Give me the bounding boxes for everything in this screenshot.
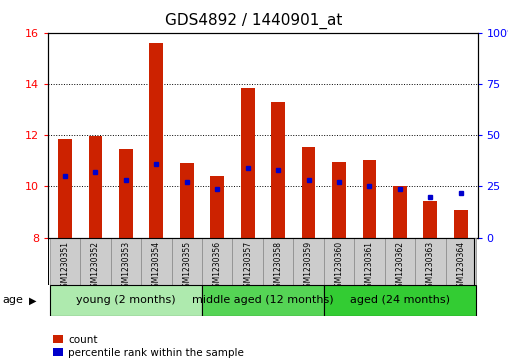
Text: age: age bbox=[3, 295, 23, 305]
Bar bbox=[363, 160, 376, 238]
Bar bbox=[172, 238, 202, 285]
Bar bbox=[454, 209, 468, 238]
Bar bbox=[385, 238, 415, 285]
Text: GSM1230361: GSM1230361 bbox=[365, 241, 374, 292]
Text: GDS4892 / 1440901_at: GDS4892 / 1440901_at bbox=[165, 13, 343, 29]
Text: young (2 months): young (2 months) bbox=[76, 295, 176, 305]
Bar bbox=[293, 238, 324, 285]
Text: ▶: ▶ bbox=[29, 295, 37, 305]
Bar bbox=[324, 238, 354, 285]
Bar bbox=[446, 238, 476, 285]
Text: GSM1230358: GSM1230358 bbox=[274, 241, 282, 292]
Bar bbox=[111, 238, 141, 285]
Text: GSM1230355: GSM1230355 bbox=[182, 241, 192, 292]
Legend: count, percentile rank within the sample: count, percentile rank within the sample bbox=[53, 335, 244, 358]
Bar bbox=[263, 238, 293, 285]
Text: GSM1230360: GSM1230360 bbox=[334, 241, 343, 292]
Bar bbox=[415, 238, 446, 285]
Bar bbox=[241, 88, 255, 238]
Bar bbox=[202, 285, 324, 316]
Bar bbox=[119, 149, 133, 238]
Bar bbox=[271, 102, 285, 238]
Bar bbox=[393, 187, 407, 238]
Bar bbox=[202, 238, 233, 285]
Bar bbox=[210, 176, 224, 238]
Text: aged (24 months): aged (24 months) bbox=[350, 295, 450, 305]
Bar bbox=[324, 285, 476, 316]
Bar bbox=[424, 201, 437, 238]
Bar bbox=[149, 43, 163, 238]
Bar bbox=[50, 238, 80, 285]
Text: GSM1230363: GSM1230363 bbox=[426, 241, 435, 292]
Bar bbox=[180, 163, 194, 238]
Text: GSM1230364: GSM1230364 bbox=[456, 241, 465, 292]
Bar bbox=[80, 238, 111, 285]
Text: GSM1230352: GSM1230352 bbox=[91, 241, 100, 292]
Text: GSM1230356: GSM1230356 bbox=[213, 241, 221, 292]
Text: GSM1230353: GSM1230353 bbox=[121, 241, 131, 292]
Bar bbox=[88, 136, 102, 238]
Text: GSM1230359: GSM1230359 bbox=[304, 241, 313, 292]
Text: GSM1230362: GSM1230362 bbox=[395, 241, 404, 292]
Bar bbox=[302, 147, 315, 238]
Bar bbox=[354, 238, 385, 285]
Bar bbox=[233, 238, 263, 285]
Text: GSM1230357: GSM1230357 bbox=[243, 241, 252, 292]
Bar bbox=[332, 162, 346, 238]
Bar bbox=[141, 238, 172, 285]
Text: GSM1230351: GSM1230351 bbox=[60, 241, 70, 292]
Bar bbox=[58, 139, 72, 238]
Text: middle aged (12 months): middle aged (12 months) bbox=[192, 295, 334, 305]
Bar bbox=[50, 285, 202, 316]
Text: GSM1230354: GSM1230354 bbox=[152, 241, 161, 292]
